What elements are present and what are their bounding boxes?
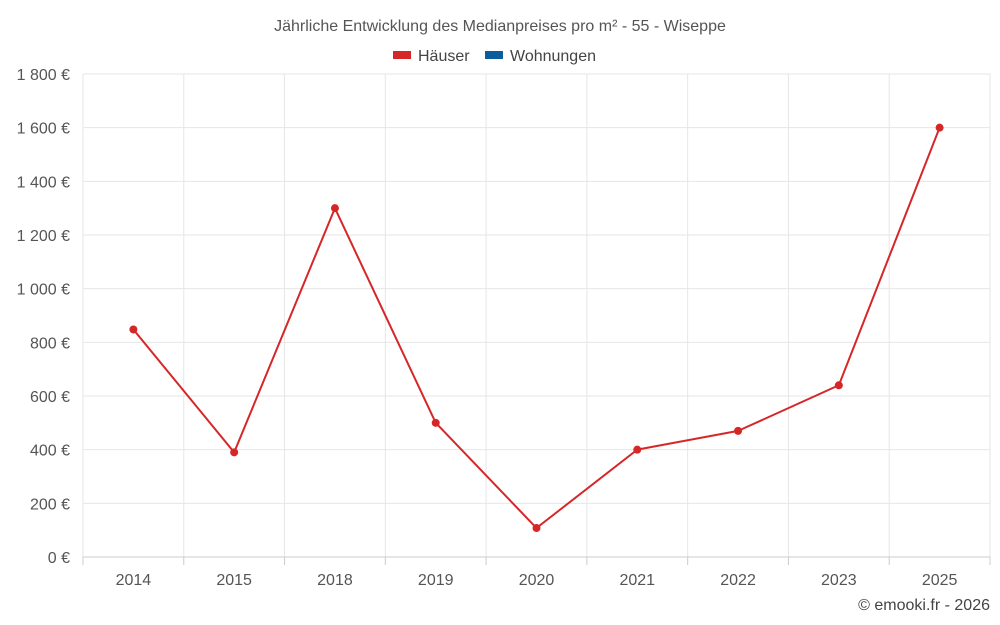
credit-text: © emooki.fr - 2026 <box>858 597 990 614</box>
series-line-houses <box>132 127 941 530</box>
data-point[interactable] <box>532 524 541 533</box>
x-tick-label: 2020 <box>519 572 555 589</box>
y-tick-label: 1 400 € <box>17 174 70 191</box>
chart-title: Jährliche Entwicklung des Medianpreises … <box>274 18 726 35</box>
y-tick-label: 1 000 € <box>17 282 70 299</box>
x-tick-label: 2021 <box>619 572 655 589</box>
y-tick-label: 200 € <box>30 496 70 513</box>
y-tick-label: 1 800 € <box>17 67 70 84</box>
x-tick-label: 2023 <box>821 572 857 589</box>
legend: Häuser Wohnungen <box>393 48 596 65</box>
y-tick-label: 800 € <box>30 335 70 352</box>
y-tick-label: 1 200 € <box>17 228 70 245</box>
y-tick-label: 600 € <box>30 389 70 406</box>
x-tick-label: 2015 <box>216 572 252 589</box>
data-point[interactable] <box>431 418 440 427</box>
legend-swatch-houses <box>393 51 411 59</box>
y-tick-label: 0 € <box>48 550 70 567</box>
series-houses <box>129 123 944 533</box>
y-tick-label: 1 600 € <box>17 121 70 138</box>
data-point[interactable] <box>633 445 642 454</box>
y-tick-label: 400 € <box>30 443 70 460</box>
data-point[interactable] <box>129 325 138 334</box>
x-tick-label: 2019 <box>418 572 454 589</box>
legend-label-apartments: Wohnungen <box>510 48 596 65</box>
grid <box>82 73 991 557</box>
data-point[interactable] <box>935 123 944 132</box>
axes: 0 € 200 € 400 € 600 € 800 € 1 000 € 1 200 € 1 4… <box>17 67 991 589</box>
x-tick-label: 2022 <box>720 572 756 589</box>
x-tick-label: 2014 <box>116 572 152 589</box>
x-tick-label: 2025 <box>922 572 958 589</box>
data-point[interactable] <box>834 381 843 390</box>
legend-swatch-apartments <box>485 51 503 59</box>
legend-item-houses[interactable]: Häuser <box>393 48 470 65</box>
legend-item-apartments[interactable]: Wohnungen <box>485 48 596 65</box>
data-point[interactable] <box>734 426 743 435</box>
data-point[interactable] <box>330 204 339 213</box>
legend-label-houses: Häuser <box>418 48 470 65</box>
data-point[interactable] <box>230 448 239 457</box>
x-tick-label: 2018 <box>317 572 353 589</box>
